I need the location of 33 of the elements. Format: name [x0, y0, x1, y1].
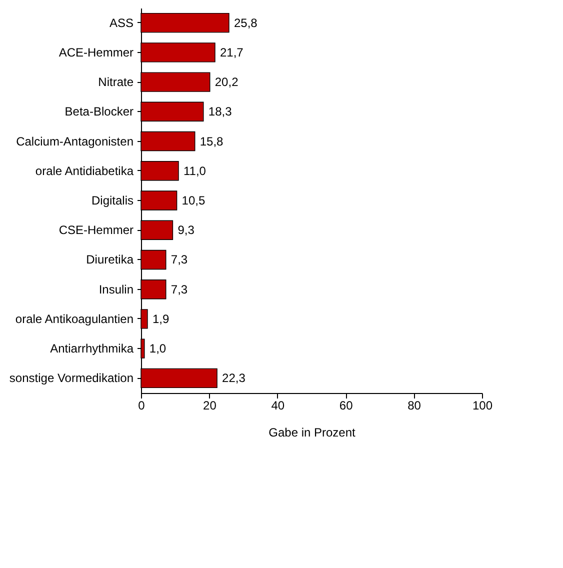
y-tick-label: Nitrate	[98, 75, 134, 90]
y-tick-label: Digitalis	[91, 194, 134, 208]
x-tick-label: 100	[472, 398, 493, 412]
y-tick-label: orale Antikoagulantien	[15, 312, 134, 326]
y-tick-label: ACE-Hemmer	[58, 45, 134, 60]
data-label: 7,3	[170, 252, 188, 267]
y-tick-label: Diuretika	[86, 252, 134, 267]
x-tick-label: 60	[339, 398, 354, 412]
y-tick-label: Insulin	[98, 282, 134, 296]
y-tick-label: CSE-Hemmer	[58, 223, 134, 238]
y-tick-label: Antiarrhythmika	[50, 342, 134, 356]
data-label: 1,0	[149, 342, 166, 356]
x-tick-label: 0	[138, 398, 146, 412]
data-label: 11,0	[184, 164, 206, 178]
x-axis-title: Gabe in Prozent	[268, 426, 356, 440]
data-label: 9,3	[178, 223, 195, 238]
y-tick-label: sonstige Vormedikation	[9, 371, 134, 386]
y-tick-label: orale Antidiabetika	[35, 164, 134, 178]
y-tick-label: ASS	[109, 16, 134, 30]
x-tick-label: 80	[408, 398, 422, 412]
x-tick-label: 20	[203, 398, 217, 412]
data-label: 15,8	[200, 134, 224, 148]
y-tick-label: Calcium-Antagonisten	[16, 134, 134, 148]
x-tick-label: 40	[271, 398, 285, 412]
y-tick-label: Beta-Blocker	[64, 104, 134, 119]
data-label: 21,7	[220, 45, 244, 60]
data-label: 20,2	[214, 75, 239, 90]
data-label: 1,9	[152, 312, 170, 326]
data-label: 25,8	[234, 16, 258, 30]
data-label: 22,3	[222, 371, 246, 386]
data-label: 18,3	[208, 104, 232, 119]
data-label: 7,3	[170, 282, 188, 296]
data-label: 10,5	[182, 194, 206, 208]
